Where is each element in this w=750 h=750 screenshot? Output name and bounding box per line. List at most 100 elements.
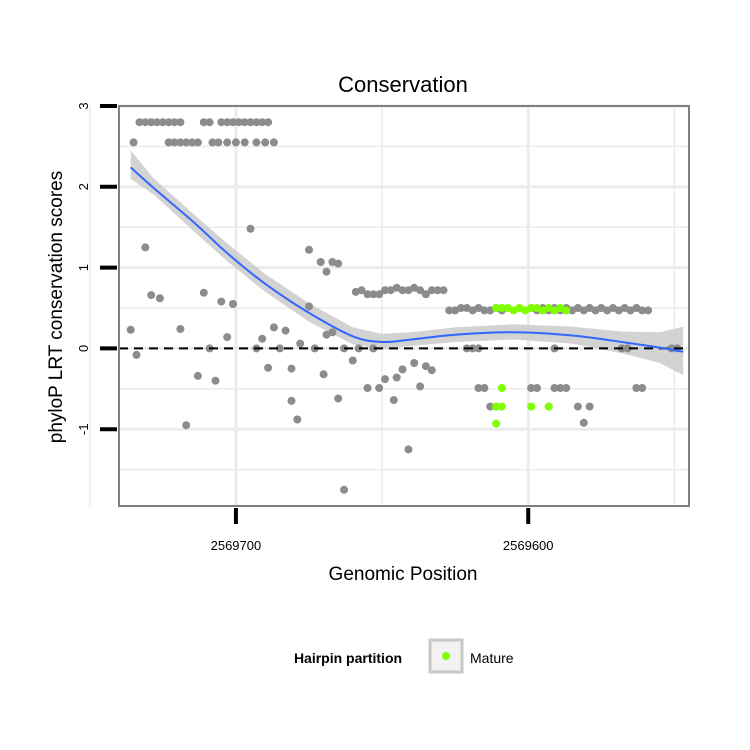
legend: Hairpin partition Mature <box>294 638 514 674</box>
other-point <box>632 384 641 392</box>
legend-label-mature: Mature <box>470 650 514 666</box>
other-point <box>223 118 232 127</box>
mature-point <box>492 402 501 411</box>
other-point <box>164 138 173 147</box>
other-point <box>258 118 267 127</box>
other-point <box>457 304 465 312</box>
other-point <box>369 290 378 299</box>
x-tick-label: 2569600 <box>503 538 554 553</box>
other-point <box>170 138 179 147</box>
other-point <box>231 138 240 147</box>
mature-point <box>497 402 506 411</box>
other-point <box>316 258 325 266</box>
other-point <box>638 384 647 392</box>
other-point <box>214 138 223 147</box>
other-point <box>404 445 413 454</box>
other-point <box>252 118 261 127</box>
other-point <box>269 138 278 147</box>
y-tick-label: -1 <box>76 423 91 435</box>
mature-point <box>497 304 506 312</box>
other-point <box>126 325 135 334</box>
other-point <box>398 365 407 374</box>
other-point <box>550 384 559 392</box>
other-point <box>287 364 296 373</box>
other-point <box>129 138 138 147</box>
mature-point <box>562 306 571 315</box>
other-point <box>199 288 208 297</box>
other-point <box>211 376 220 385</box>
other-point <box>579 418 588 427</box>
other-point <box>193 371 202 380</box>
other-point <box>389 396 398 405</box>
other-point <box>258 334 267 343</box>
other-point <box>369 344 378 353</box>
other-point <box>363 384 372 392</box>
other-point <box>264 363 273 372</box>
panel-border <box>118 105 690 507</box>
other-point <box>141 118 150 127</box>
other-point <box>421 290 430 299</box>
other-point <box>556 384 565 392</box>
data-points <box>126 118 682 494</box>
other-point <box>246 224 255 233</box>
other-point <box>527 384 536 392</box>
y-tick-label: 0 <box>76 345 91 352</box>
chart-title: Conservation <box>338 72 468 97</box>
other-point <box>392 373 401 382</box>
other-point <box>340 485 349 494</box>
other-point <box>322 267 331 276</box>
y-axis: 3 2 1 0 -1 <box>76 102 117 435</box>
other-point <box>176 118 185 127</box>
other-point <box>319 370 328 379</box>
x-axis: 2569700 2569600 <box>211 508 554 553</box>
other-point <box>486 402 495 411</box>
other-point <box>398 286 407 295</box>
other-point <box>623 344 632 353</box>
other-point <box>217 118 226 127</box>
y-tick-label: 3 <box>76 102 91 109</box>
other-point <box>421 362 430 371</box>
other-point <box>644 306 653 315</box>
other-point <box>334 259 343 268</box>
other-point <box>328 328 337 337</box>
other-point <box>223 333 232 342</box>
other-point <box>141 243 150 252</box>
other-point <box>275 344 284 353</box>
other-point <box>193 138 202 147</box>
other-point <box>439 286 448 295</box>
other-point <box>533 384 541 392</box>
y-tick-label: 1 <box>76 264 91 271</box>
other-point <box>573 402 582 411</box>
other-point <box>155 294 164 303</box>
other-point <box>354 344 363 353</box>
other-point <box>562 384 571 392</box>
other-point <box>638 306 647 315</box>
y-axis-label: phyloP LRT conservation scores <box>46 171 67 444</box>
other-point <box>240 138 249 147</box>
other-point <box>135 118 144 127</box>
mature-point <box>492 304 501 312</box>
other-point <box>427 366 436 375</box>
y-tick-label: 2 <box>76 183 91 190</box>
other-point <box>433 286 442 295</box>
other-point <box>261 138 270 147</box>
other-point <box>170 118 179 127</box>
other-point <box>246 118 255 127</box>
mature-point <box>544 402 553 411</box>
other-point <box>474 344 483 353</box>
x-tick-label: 2569700 <box>211 538 262 553</box>
other-point <box>334 394 343 403</box>
mature-point <box>527 304 536 312</box>
other-point <box>375 290 384 299</box>
other-point <box>217 297 226 306</box>
other-point <box>205 118 214 127</box>
other-point <box>381 286 389 295</box>
other-point <box>240 118 249 127</box>
other-point <box>229 118 237 127</box>
other-point <box>305 245 313 254</box>
other-point <box>147 291 156 300</box>
other-point <box>585 402 594 411</box>
other-point <box>252 138 261 147</box>
other-point <box>269 323 278 332</box>
